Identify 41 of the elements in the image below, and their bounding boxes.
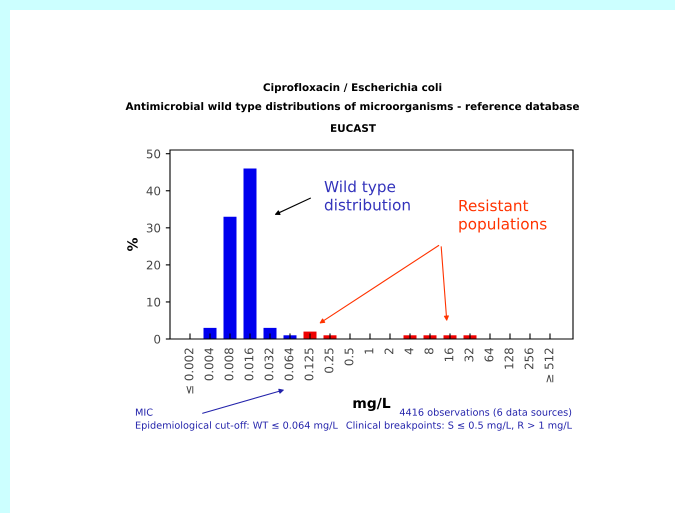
y-tick-label: 40 (146, 186, 160, 196)
x-tick-label: 64 (484, 348, 494, 362)
text: MIC (136, 408, 153, 416)
x-tick-label: 32 (464, 348, 474, 362)
x-tick-label: 0.008 (224, 348, 234, 380)
x-tick-label: 0.5 (344, 348, 354, 366)
y-tick-label: 10 (147, 298, 160, 307)
x-tick-label: 2 (384, 348, 394, 354)
x-tick-label: 4 (404, 348, 414, 354)
text: EUCAST (331, 124, 376, 132)
x-tick-label: 0.032 (264, 348, 274, 380)
y-tick-label: 50 (146, 149, 160, 158)
bar (264, 328, 276, 339)
x-tick-label: 0.064 (284, 348, 294, 380)
x-tick-label: ≥ 512 (544, 348, 554, 382)
text: Epidemiological cut-off: WT ≤ 0.064 mg/L (136, 421, 338, 431)
x-tick-label: 0.016 (244, 348, 254, 380)
y-tick-label: 30 (146, 224, 160, 232)
y-tick-label: 0 (154, 334, 160, 344)
y-axis-title: % (127, 238, 138, 252)
x-tick-label: 8 (424, 348, 434, 354)
x-tick-label: 0.125 (304, 348, 314, 380)
chart-subtitle: Antimicrobial wild type distributions of microorganisms - reference database (126, 102, 579, 112)
bar (224, 216, 236, 339)
text: 4416 observations (6 data sources) (400, 408, 572, 417)
bar (204, 328, 216, 339)
x-tick-label: ≤ 0.002 (184, 348, 194, 394)
annotation: Resistant populations (459, 199, 547, 233)
x-tick-label: 256 (524, 348, 534, 369)
x-tick-label: 1 (364, 348, 374, 354)
annotation: Wild type distribution (324, 180, 410, 211)
bar (244, 168, 256, 339)
bar (304, 332, 316, 339)
chart-title: Ciprofloxacin / Escherichia coli (263, 83, 442, 94)
x-axis-title: mg/L (353, 398, 390, 411)
y-tick-label: 20 (146, 260, 160, 270)
x-tick-label: 0.25 (324, 348, 334, 373)
x-tick-label: 16 (444, 348, 454, 362)
text: Clinical breakpoints: S ≤ 0.5 mg/L, R > 1 mg/L (346, 421, 572, 431)
x-tick-label: 128 (504, 348, 514, 369)
x-tick-label: 0.004 (204, 348, 214, 380)
